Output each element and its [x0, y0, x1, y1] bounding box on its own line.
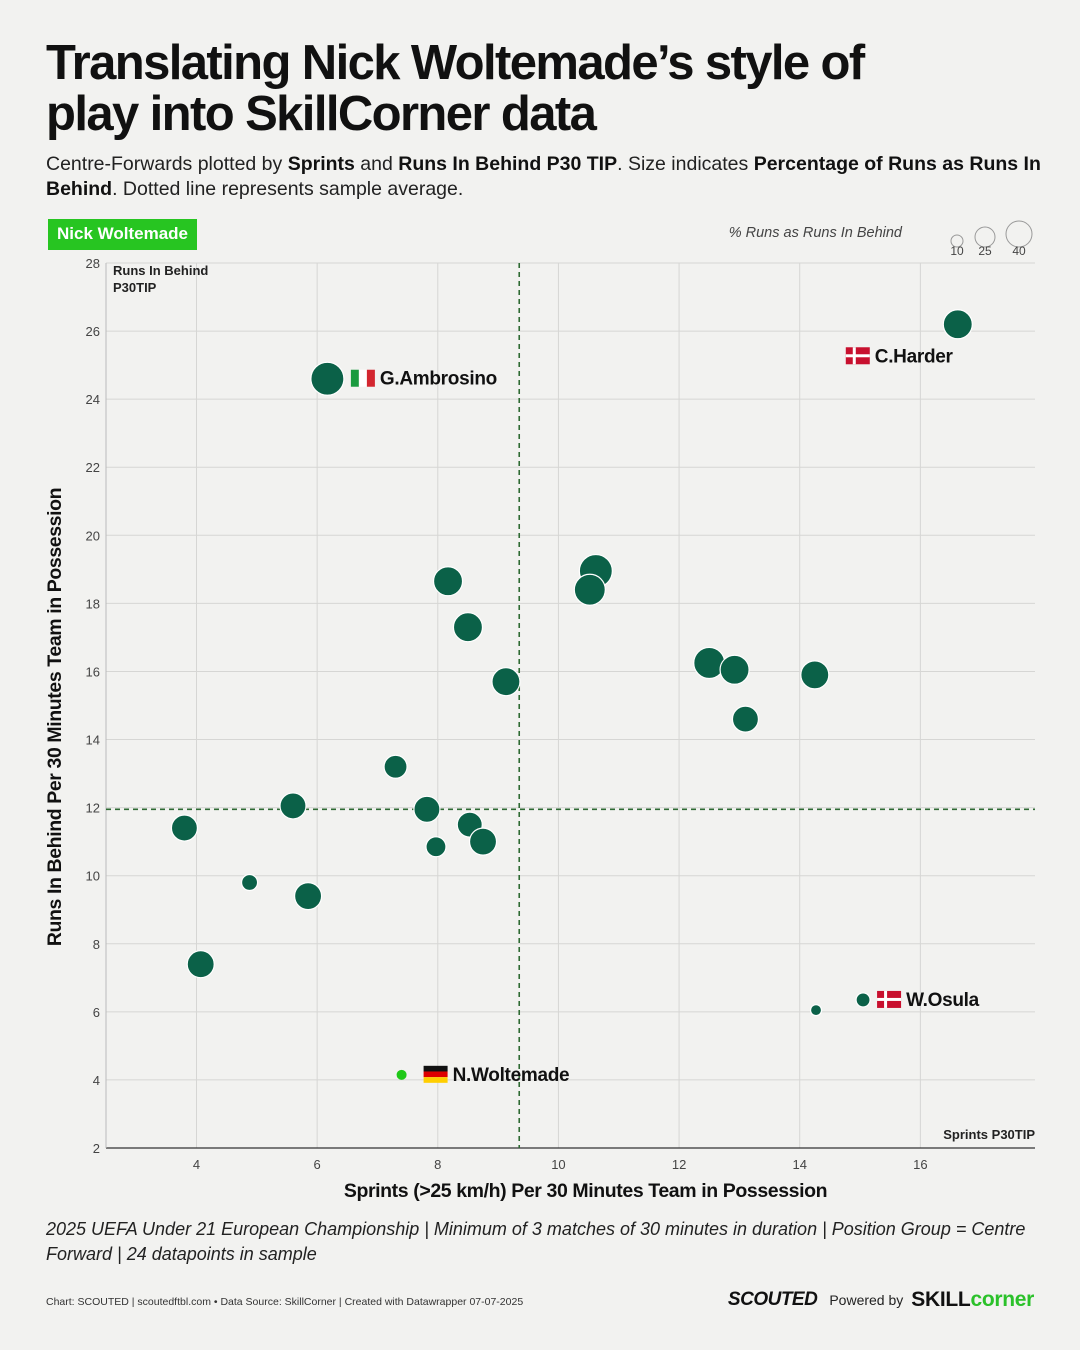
- page-title: Translating Nick Woltemade’s style of pl…: [46, 38, 1036, 140]
- y-axis-title: Runs In Behind Per 30 Minutes Team in Po…: [44, 488, 66, 946]
- y-corner-label-2: P30TIP: [113, 280, 157, 295]
- data-point: [731, 705, 760, 733]
- subtitle: Centre-Forwards plotted by Sprints and R…: [46, 152, 1046, 202]
- skillcorner-logo-part-2: corner: [970, 1288, 1034, 1311]
- denmark-flag-icon: [845, 347, 870, 365]
- size-legend-value: 25: [978, 244, 992, 258]
- highlight-legend-tag: Nick Woltemade: [48, 219, 198, 250]
- x-tick-label: 14: [792, 1157, 806, 1172]
- player-label: G.Ambrosino: [380, 369, 497, 390]
- skillcorner-logo: SKILLcorner: [911, 1288, 1034, 1312]
- y-tick-label: 6: [93, 1005, 100, 1020]
- data-point: [279, 792, 307, 820]
- data-point: [413, 795, 441, 823]
- x-tick-label: 16: [913, 1157, 927, 1172]
- x-tick-label: 4: [193, 1157, 200, 1172]
- size-legend-value: 40: [1012, 244, 1026, 258]
- germany-flag-icon: [423, 1065, 448, 1083]
- player-label: W.Osula: [906, 990, 980, 1011]
- title-line-2: play into SkillCorner data: [46, 87, 597, 141]
- denmark-flag-icon: [877, 990, 902, 1008]
- x-tick-label: 8: [434, 1157, 441, 1172]
- point-g-ambrosino: [310, 361, 345, 396]
- size-legend: % Runs as Runs In Behind: [729, 212, 1040, 262]
- subtitle-bold-1: Sprints: [287, 153, 355, 175]
- x-tick-label: 10: [551, 1157, 565, 1172]
- x-axis-title: Sprints (>25 km/h) Per 30 Minutes Team i…: [344, 1180, 827, 1202]
- data-point: [573, 573, 606, 606]
- subtitle-text-1: Centre-Forwards plotted by: [46, 153, 288, 175]
- data-point: [432, 566, 464, 597]
- y-tick-label: 28: [86, 256, 100, 271]
- chart-notes: 2025 UEFA Under 21 European Championship…: [46, 1219, 1026, 1264]
- italy-flag-icon: [350, 369, 375, 387]
- data-point: [383, 754, 408, 779]
- data-point: [800, 660, 830, 690]
- y-tick-label: 24: [86, 392, 100, 407]
- data-point: [240, 873, 259, 892]
- y-tick-label: 12: [86, 801, 100, 816]
- x-tick-label: 12: [672, 1157, 686, 1172]
- player-label: C.Harder: [875, 346, 954, 367]
- x-tick-label: 6: [314, 1157, 321, 1172]
- credits: Chart: SCOUTED | scoutedftbl.com • Data …: [46, 1296, 524, 1308]
- x-corner-label: Sprints P30TIP: [943, 1127, 1035, 1142]
- data-point: [719, 654, 750, 685]
- brand-logos: SCOUTED Powered by SKILLcorner: [728, 1288, 1034, 1312]
- skillcorner-logo-part-1: SKILL: [911, 1288, 971, 1311]
- point-w-osula: [855, 992, 871, 1008]
- data-point: [809, 1004, 823, 1017]
- y-tick-label: 8: [93, 937, 100, 952]
- y-tick-label: 14: [86, 733, 100, 748]
- data-point: [491, 667, 521, 697]
- y-tick-label: 16: [86, 664, 100, 679]
- data-point: [452, 612, 484, 643]
- data-point: [293, 882, 323, 911]
- scouted-logo: SCOUTED: [727, 1289, 818, 1310]
- size-legend-circle: [974, 226, 996, 248]
- data-point: [425, 836, 447, 858]
- data-point: [186, 950, 215, 979]
- y-corner-label-1: Runs In Behind: [113, 263, 208, 278]
- size-legend-value: 10: [950, 244, 964, 258]
- size-legend-label: % Runs as Runs In Behind: [728, 225, 902, 241]
- y-tick-label: 2: [93, 1141, 100, 1156]
- y-tick-label: 20: [86, 528, 100, 543]
- data-point: [468, 827, 498, 856]
- y-tick-label: 22: [86, 460, 100, 475]
- powered-by-text: Powered by: [829, 1292, 904, 1308]
- subtitle-bold-2: Runs In Behind P30 TIP: [398, 153, 618, 175]
- point-c-harder: [942, 309, 973, 340]
- subtitle-text-4: . Dotted line represents sample average.: [112, 178, 464, 200]
- title-line-1: Translating Nick Woltemade’s style of: [46, 36, 865, 90]
- size-legend-circle: [950, 234, 964, 248]
- data-point: [170, 814, 199, 842]
- point-n-woltemade: [396, 1069, 407, 1080]
- y-tick-label: 26: [86, 324, 100, 339]
- y-tick-label: 4: [93, 1073, 100, 1088]
- subtitle-text-2: and: [354, 153, 399, 175]
- size-legend-circle: [1005, 220, 1033, 248]
- y-tick-label: 18: [86, 596, 100, 611]
- y-tick-label: 10: [86, 869, 100, 884]
- subtitle-text-3: . Size indicates: [617, 153, 754, 175]
- player-label: N.Woltemade: [453, 1065, 570, 1086]
- subtitle-bold-3: Percentage of Runs as Runs In Behind: [46, 153, 1041, 200]
